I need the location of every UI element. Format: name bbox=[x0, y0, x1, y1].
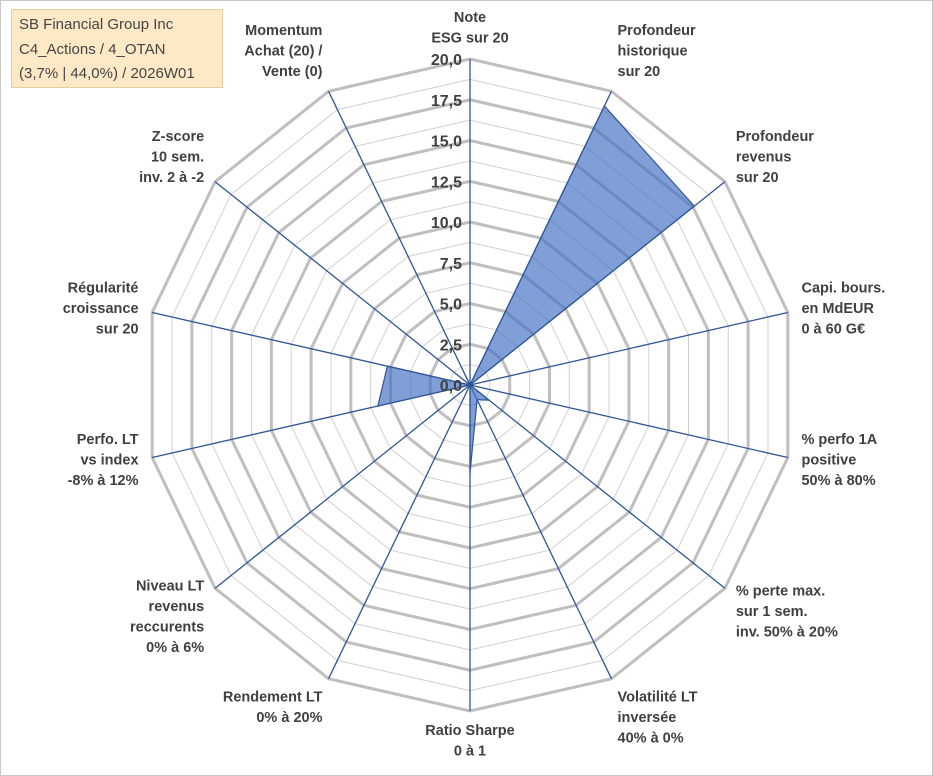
tick-label: 12,5 bbox=[431, 174, 462, 191]
axis-label: Rendement LT 0% à 20% bbox=[223, 689, 323, 726]
title-line-category: C4_Actions / 4_OTAN bbox=[19, 40, 166, 58]
axis-label-line: Note bbox=[454, 10, 486, 26]
tick-label: 2,5 bbox=[440, 337, 462, 354]
tick-label: 15,0 bbox=[431, 134, 462, 151]
axis-label-line: Profondeur bbox=[618, 23, 696, 39]
axis-label-line: % perfo 1A bbox=[801, 432, 877, 448]
axis-label-line: 40% à 0% bbox=[618, 730, 684, 746]
axis-label-line: Momentum bbox=[245, 23, 322, 39]
axis-label-line: inv. 2 à -2 bbox=[139, 170, 204, 186]
tick-label: 7,5 bbox=[440, 256, 462, 273]
axis-label-line: revenus bbox=[149, 599, 205, 615]
axis-label-line: sur 20 bbox=[96, 322, 139, 338]
axis-label-line: inversée bbox=[618, 710, 677, 726]
series-area bbox=[377, 104, 696, 474]
axis-spoke bbox=[327, 91, 471, 386]
axis-spoke bbox=[469, 384, 788, 459]
axis-label-line: ESG sur 20 bbox=[431, 31, 508, 47]
axis-label-line: revenus bbox=[736, 149, 792, 165]
axis-label-line: Z-score bbox=[152, 129, 204, 145]
axis-label-line: Ratio Sharpe bbox=[425, 723, 514, 739]
axis-spoke bbox=[469, 311, 788, 386]
axis-label-line: 0% à 20% bbox=[256, 710, 322, 726]
axis-label: Perfo. LT vs index -8% à 12% bbox=[68, 432, 139, 489]
tick-label: 5,0 bbox=[440, 297, 462, 314]
axis-label-line: Rendement LT bbox=[223, 689, 323, 705]
axis-label-line: 0% à 6% bbox=[146, 640, 204, 656]
axis-label-line: Volatilité LT bbox=[618, 689, 698, 705]
axis-label: Note ESG sur 20 bbox=[431, 10, 508, 47]
axis-spoke bbox=[469, 384, 613, 679]
axis-spoke bbox=[214, 181, 471, 386]
axis-spoke bbox=[327, 384, 471, 679]
tick-label: 0,0 bbox=[440, 378, 462, 395]
axis-spoke bbox=[469, 384, 726, 589]
axis-label-line: croissance bbox=[63, 301, 139, 317]
axis-label: Momentum Achat (20) / Vente (0) bbox=[244, 23, 322, 80]
axis-label: Volatilité LT inversée 40% à 0% bbox=[618, 689, 698, 746]
axis-label: % perfo 1A positive 50% à 80% bbox=[801, 432, 877, 489]
axis-label-line: positive bbox=[801, 452, 856, 468]
axis-label-line: 10 sem. bbox=[151, 149, 204, 165]
axis-label-line: Perfo. LT bbox=[77, 432, 139, 448]
axis-label-line: 0 à 60 G€ bbox=[801, 322, 865, 338]
axis-label-line: Capi. bours. bbox=[801, 281, 885, 297]
title-line-company: SB Financial Group Inc bbox=[19, 16, 174, 33]
axis-label-line: % perte max. bbox=[736, 584, 825, 600]
axis-label-line: reccurents bbox=[130, 619, 204, 635]
axis-label: Z-score 10 sem. inv. 2 à -2 bbox=[139, 129, 204, 186]
axis-label-line: vs index bbox=[80, 452, 138, 468]
tick-label: 20,0 bbox=[431, 52, 462, 69]
axis-label-line: en MdEUR bbox=[801, 301, 874, 317]
axis-label-line: 50% à 80% bbox=[801, 473, 875, 489]
tick-label: 10,0 bbox=[431, 215, 462, 232]
axis-label: Régularité croissance sur 20 bbox=[63, 281, 139, 338]
axis-label-line: -8% à 12% bbox=[68, 473, 139, 489]
axis-label-line: 0 à 1 bbox=[454, 744, 486, 760]
axis-label: % perte max. sur 1 sem. inv. 50% à 20% bbox=[736, 584, 838, 641]
axis-label-line: historique bbox=[618, 44, 688, 60]
axis-label-line: Régularité bbox=[68, 281, 139, 297]
axis-label-line: Niveau LT bbox=[136, 578, 204, 594]
axis-label-line: inv. 50% à 20% bbox=[736, 625, 838, 641]
tick-label: 17,5 bbox=[431, 93, 462, 110]
axis-label: Capi. bours. en MdEUR 0 à 60 G€ bbox=[801, 281, 885, 338]
axis-label: Profondeur historique sur 20 bbox=[618, 23, 696, 80]
axis-label: Niveau LT revenus reccurents 0% à 6% bbox=[130, 578, 204, 656]
title-box: SB Financial Group Inc C4_Actions / 4_OT… bbox=[11, 9, 223, 88]
axis-label-line: sur 1 sem. bbox=[736, 604, 808, 620]
axis-label-line: Vente (0) bbox=[262, 64, 323, 80]
axis-label: Ratio Sharpe 0 à 1 bbox=[425, 723, 514, 760]
axis-label-line: Profondeur bbox=[736, 129, 814, 145]
axis-label-line: sur 20 bbox=[736, 170, 779, 186]
title-line-stats: (3,7% | 44,0%) / 2026W01 bbox=[19, 65, 195, 82]
axis-label: Profondeur revenus sur 20 bbox=[736, 129, 814, 186]
axis-label-line: sur 20 bbox=[618, 64, 661, 80]
axis-label-line: Achat (20) / bbox=[244, 44, 322, 60]
axis-spoke bbox=[214, 384, 471, 589]
